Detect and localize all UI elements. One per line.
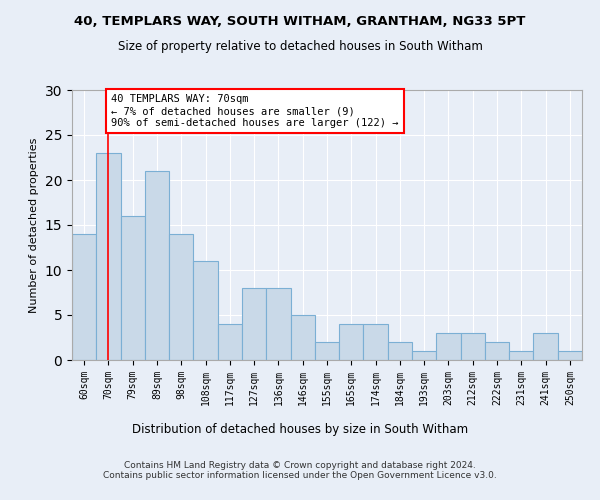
Bar [412,351,436,360]
Text: 40, TEMPLARS WAY, SOUTH WITHAM, GRANTHAM, NG33 5PT: 40, TEMPLARS WAY, SOUTH WITHAM, GRANTHAM… [74,15,526,28]
Bar [461,333,485,360]
Bar [509,351,533,360]
Bar [169,234,193,360]
Bar [145,171,169,360]
Text: Contains HM Land Registry data © Crown copyright and database right 2024.
Contai: Contains HM Land Registry data © Crown c… [103,460,497,480]
Bar [121,216,145,360]
Bar [339,324,364,360]
Bar [388,342,412,360]
Bar [96,153,121,360]
Bar [436,333,461,360]
Text: Distribution of detached houses by size in South Witham: Distribution of detached houses by size … [132,422,468,436]
Bar [242,288,266,360]
Bar [533,333,558,360]
Y-axis label: Number of detached properties: Number of detached properties [29,138,39,312]
Bar [193,261,218,360]
Bar [290,315,315,360]
Bar [72,234,96,360]
Bar [364,324,388,360]
Bar [218,324,242,360]
Bar [485,342,509,360]
Text: Size of property relative to detached houses in South Witham: Size of property relative to detached ho… [118,40,482,53]
Bar [266,288,290,360]
Bar [315,342,339,360]
Text: 40 TEMPLARS WAY: 70sqm
← 7% of detached houses are smaller (9)
90% of semi-detac: 40 TEMPLARS WAY: 70sqm ← 7% of detached … [111,94,398,128]
Bar [558,351,582,360]
